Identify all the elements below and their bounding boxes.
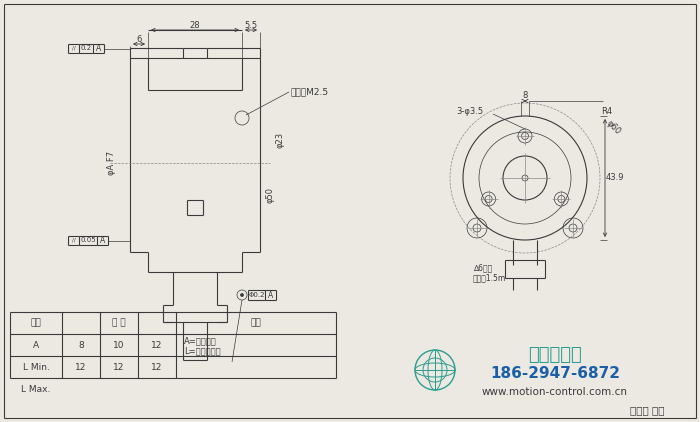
Text: A: A xyxy=(100,236,105,245)
Text: φA F7: φA F7 xyxy=(108,151,116,175)
Text: Φ0.2: Φ0.2 xyxy=(248,292,265,298)
Text: //: // xyxy=(71,238,76,243)
Text: A=连接轴径: A=连接轴径 xyxy=(184,336,217,345)
Text: 说明: 说明 xyxy=(251,319,261,327)
Text: 6: 6 xyxy=(136,35,141,43)
Text: 内六角M2.5: 内六角M2.5 xyxy=(291,87,329,97)
Text: L=连接轴长度: L=连接轴长度 xyxy=(184,346,220,355)
Text: 代码: 代码 xyxy=(31,319,41,327)
Text: 5.5: 5.5 xyxy=(244,21,258,30)
Text: 12: 12 xyxy=(151,341,162,349)
Text: 8: 8 xyxy=(78,341,84,349)
Text: 单位： 毫米: 单位： 毫米 xyxy=(630,405,664,415)
Text: 标准长1.5m: 标准长1.5m xyxy=(473,273,506,282)
Text: φ60: φ60 xyxy=(604,119,622,137)
Text: L Max.: L Max. xyxy=(21,384,50,393)
Text: 186-2947-6872: 186-2947-6872 xyxy=(490,366,620,381)
Text: 43.9: 43.9 xyxy=(606,173,624,182)
Text: A: A xyxy=(268,290,273,300)
Circle shape xyxy=(241,293,244,297)
Text: ∆6电缆: ∆6电缆 xyxy=(473,263,492,273)
Text: 12: 12 xyxy=(76,362,87,371)
Text: 0.2: 0.2 xyxy=(80,46,92,51)
Text: 尺 寸: 尺 寸 xyxy=(112,319,126,327)
Text: 3-φ3.5: 3-φ3.5 xyxy=(456,106,484,116)
Text: 0.05: 0.05 xyxy=(80,238,96,243)
Text: //: // xyxy=(71,46,76,51)
Text: 12: 12 xyxy=(151,362,162,371)
Text: φ50: φ50 xyxy=(265,187,274,203)
Text: 28: 28 xyxy=(190,21,200,30)
Text: φ23: φ23 xyxy=(276,132,284,148)
Text: L Min.: L Min. xyxy=(22,362,50,371)
Text: 10: 10 xyxy=(113,341,125,349)
Text: 西安德伍拓: 西安德伍拓 xyxy=(528,346,582,364)
Text: A: A xyxy=(96,44,101,53)
Text: 12: 12 xyxy=(113,362,125,371)
Text: A: A xyxy=(33,341,39,349)
Text: R4: R4 xyxy=(601,106,612,116)
Text: www.motion-control.com.cn: www.motion-control.com.cn xyxy=(482,387,628,397)
Text: 8: 8 xyxy=(522,92,528,100)
